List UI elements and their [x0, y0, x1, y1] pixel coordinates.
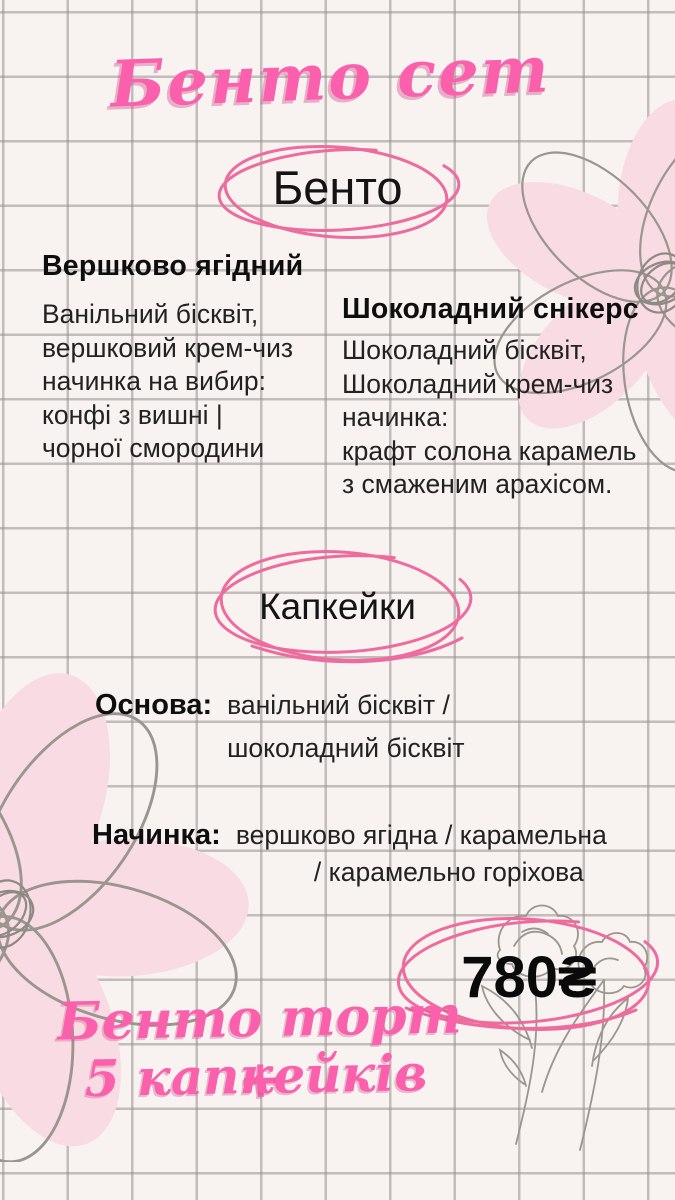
description-line: крафт солона карамель [342, 435, 637, 466]
description-line: чорної смородини [42, 433, 265, 463]
base-value-line: ванільний бісквіт / [227, 690, 450, 720]
menu-item-name: Вершково ягідний [42, 250, 304, 282]
offer-caption-line2: 5 капкейків [84, 1043, 428, 1108]
bento-section-heading: Бенто [272, 161, 403, 214]
cupcake-base-row: Основа: ванільний бісквіт / шоколадний б… [95, 684, 464, 770]
menu-item-description: Ванільний бісквіт, вершковий крем-чиз на… [42, 298, 342, 466]
filling-value-line: / карамельно горіхова [313, 857, 584, 887]
base-value-line: шоколадний бісквіт [227, 733, 465, 763]
base-values: ванільний бісквіт / шоколадний бісквіт [227, 684, 464, 770]
menu-item-description: Шоколадний бісквіт, Шоколадний крем-чиз … [342, 334, 667, 502]
flower-outline [493, 123, 675, 474]
price-circle-sketch-icon [396, 916, 660, 1032]
description-line: начинка: [342, 402, 449, 432]
flower-top-right-icon [486, 99, 675, 474]
description-line: конфі з вишні | [42, 399, 223, 430]
description-line: Шоколадний бісквіт, [342, 335, 587, 365]
flower-bottom-left-icon [0, 673, 249, 1162]
description-line: начинка на вибир: [42, 366, 267, 396]
flower-center-scribble-icon [0, 879, 35, 949]
filling-value-line: вершково ягідна / карамельна [235, 820, 607, 850]
description-line: Ванільний бісквіт, [42, 299, 259, 329]
menu-item-name: Шоколадний снікерс [342, 293, 639, 325]
base-label: Основа: [95, 689, 213, 721]
cupcakes-circle-sketch-icon [213, 549, 473, 664]
description-line: вершковий крем-чиз [42, 332, 294, 363]
offer-price: 780₴ [461, 945, 597, 1010]
cupcakes-section-heading: Капкейки [259, 586, 416, 627]
menu-item-chocolate-snickers: Шоколадний снікерс Шоколадний бісквіт, Ш… [342, 293, 667, 502]
description-line: Шоколадний крем-чиз [342, 368, 614, 399]
bento-circle-sketch-icon [217, 144, 461, 240]
menu-item-creamy-berry: Вершково ягідний Ванільний бісквіт, верш… [42, 250, 342, 466]
filling-label: Начинка: [92, 819, 221, 851]
cupcake-filling-row: Начинка: вершково ягідна / карамельна / … [92, 817, 607, 891]
description-line: з смаженим арахісом. [342, 469, 613, 499]
filling-values: вершково ягідна / карамельна / карамельн… [236, 817, 607, 891]
flower-outline [0, 712, 238, 1162]
flower-center-scribble-icon [633, 252, 675, 314]
